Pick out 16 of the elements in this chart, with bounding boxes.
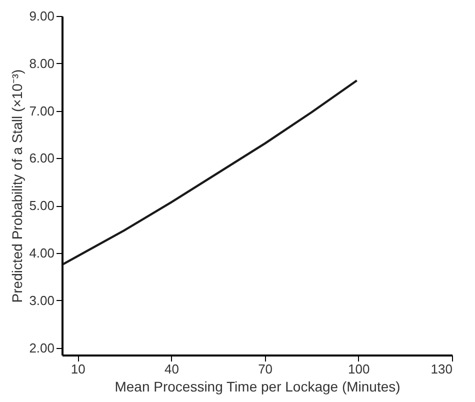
y-tick-label: 3.00 <box>29 292 54 308</box>
y-tick-label: 6.00 <box>29 150 54 166</box>
line-series <box>62 79 358 266</box>
x-axis-title: Mean Processing Time per Lockage (Minutes) <box>114 378 400 394</box>
x-tick-label: 100 <box>348 362 370 376</box>
y-tick-label: 8.00 <box>29 56 54 71</box>
y-tick-label: 9.00 <box>29 8 54 24</box>
x-tick-label: 130 <box>430 362 452 376</box>
y-tick-label: 2.00 <box>29 340 54 356</box>
x-tick-label: 40 <box>164 362 179 376</box>
y-tick-label: 5.00 <box>29 198 54 214</box>
x-tick-label: 10 <box>70 362 86 376</box>
y-axis-title: Predicted Probability of a Stall (×10⁻³) <box>9 69 26 303</box>
x-tick-label: 70 <box>258 362 273 376</box>
y-tick-label: 4.00 <box>29 246 54 261</box>
y-tick-label: 7.00 <box>29 103 54 118</box>
